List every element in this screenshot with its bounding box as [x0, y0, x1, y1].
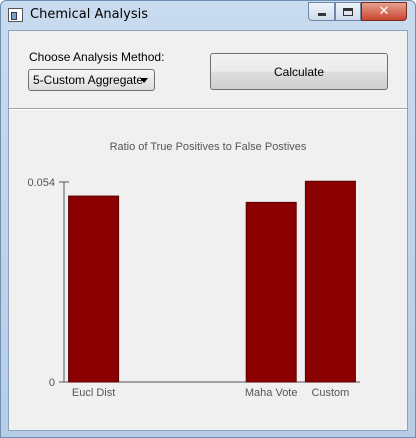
minimize-icon — [317, 13, 326, 16]
method-label: Choose Analysis Method: — [29, 50, 165, 64]
title-bar[interactable]: Chemical Analysis ✕ — [1, 1, 415, 30]
chart-panel: Ratio of True Positives to False Postive… — [9, 111, 407, 430]
method-dropdown-value: 5-Custom Aggregate — [33, 73, 144, 87]
close-button[interactable]: ✕ — [361, 2, 407, 21]
minimize-button[interactable] — [308, 2, 335, 21]
chevron-down-icon — [140, 78, 148, 83]
window-title: Chemical Analysis — [30, 7, 149, 22]
x-tick-label: Eucl Dist — [72, 387, 115, 399]
bar — [68, 195, 120, 383]
bar — [245, 201, 297, 383]
y-tick-label: 0 — [49, 377, 55, 389]
close-icon: ✕ — [378, 4, 390, 19]
bar — [304, 180, 356, 383]
app-icon[interactable] — [8, 8, 23, 22]
x-tick-label: Custom — [311, 387, 349, 399]
controls-panel: Choose Analysis Method: 5-Custom Aggrega… — [9, 31, 407, 109]
maximize-icon — [343, 7, 353, 16]
client-area: Choose Analysis Method: 5-Custom Aggrega… — [8, 30, 408, 431]
method-dropdown[interactable]: 5-Custom Aggregate — [28, 69, 155, 91]
bar-chart: 0 0.054 Eucl Dist Maha Vote Custom — [27, 177, 360, 399]
chart-title: Ratio of True Positives to False Postive… — [109, 141, 307, 153]
x-tick-label: Maha Vote — [245, 387, 298, 399]
y-tick-label: 0.054 — [27, 177, 55, 189]
calculate-button[interactable]: Calculate — [210, 53, 388, 90]
maximize-button[interactable] — [335, 2, 361, 21]
